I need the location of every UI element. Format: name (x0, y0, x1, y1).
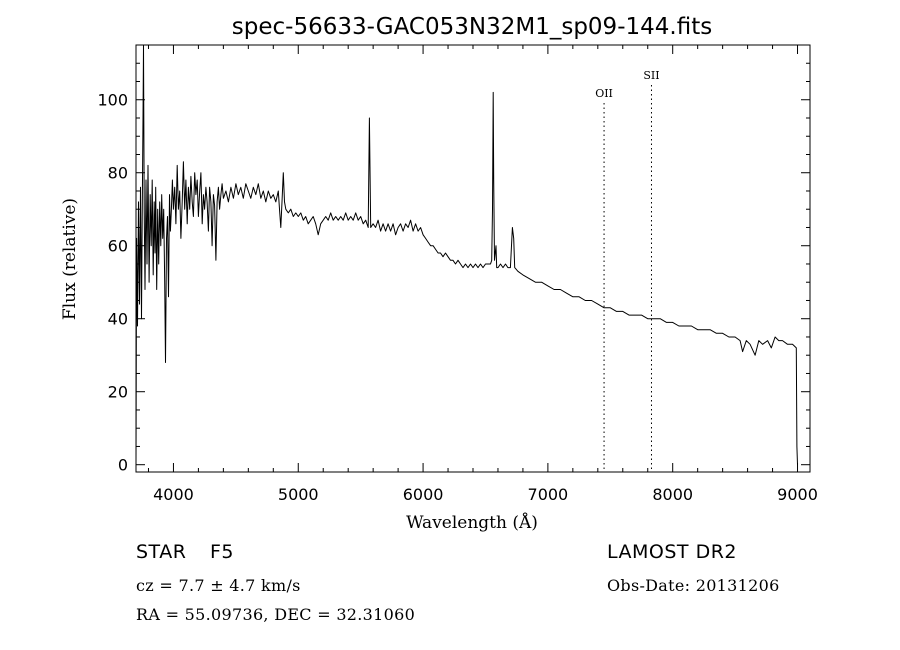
annotation-label: SII (643, 69, 659, 82)
y-tick-label: 0 (118, 456, 128, 475)
x-tick-label: 7000 (528, 485, 569, 504)
y-tick-label: 40 (108, 310, 128, 329)
chart-title: spec-56633-GAC053N32M1_sp09-144.fits (232, 14, 712, 40)
redshift-velocity: cz = 7.7 ± 4.7 km/s (136, 576, 301, 595)
x-tick-label: 6000 (403, 485, 444, 504)
emission-line-markers: OII SII (595, 69, 660, 472)
plot-frame (135, 44, 811, 473)
x-tick-label: 8000 (652, 485, 693, 504)
annotation-label: OII (595, 87, 613, 100)
object-class: STAR (136, 541, 187, 563)
y-axis-label: Flux (relative) (60, 198, 80, 320)
x-tick-label: 5000 (278, 485, 319, 504)
x-tick-label: 9000 (777, 485, 818, 504)
y-axis-ticks: 0 20 40 60 80 100 (97, 62, 810, 475)
y-tick-label: 60 (108, 237, 128, 256)
x-tick-label: 4000 (153, 485, 194, 504)
spectrum-line (135, 44, 798, 465)
object-subclass: F5 (210, 541, 235, 563)
y-tick-label: 20 (108, 383, 128, 402)
y-tick-label: 80 (108, 164, 128, 183)
x-axis-label: Wavelength (Å) (406, 512, 538, 533)
coordinates: RA = 55.09736, DEC = 32.31060 (136, 605, 416, 624)
survey-name: LAMOST DR2 (607, 541, 737, 563)
y-tick-label: 100 (97, 91, 128, 110)
x-axis-ticks: 4000 5000 6000 7000 8000 9000 (147, 45, 818, 504)
observation-date: Obs-Date: 20131206 (607, 576, 780, 595)
